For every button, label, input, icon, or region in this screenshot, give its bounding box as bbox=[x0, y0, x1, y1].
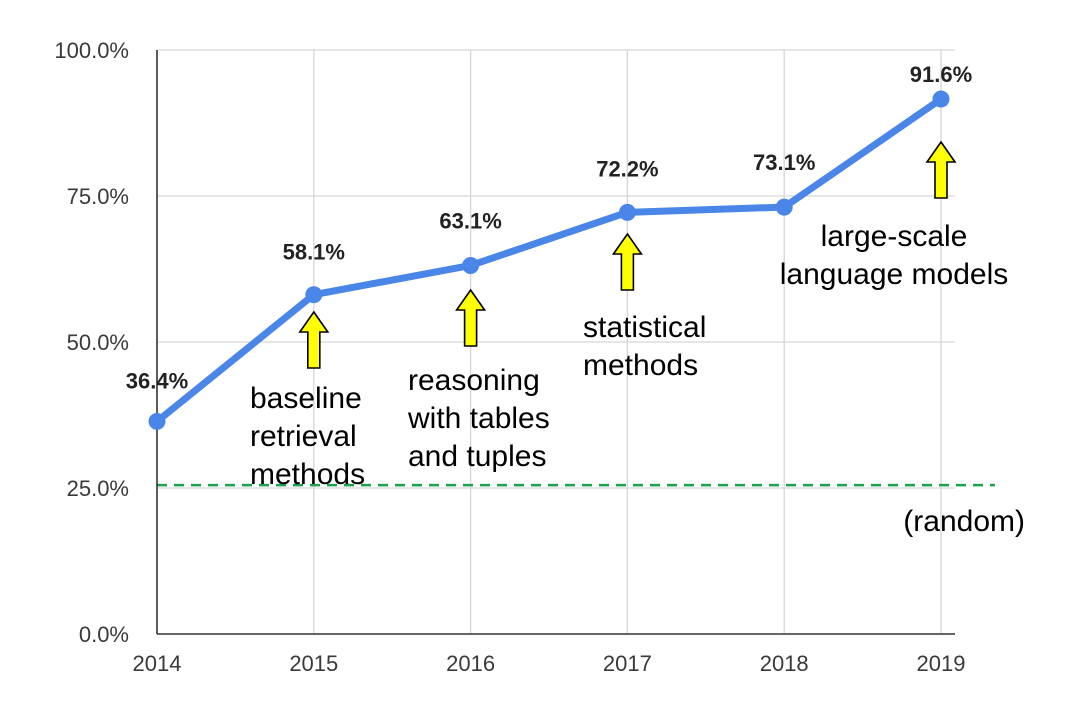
data-label: 72.2% bbox=[596, 156, 658, 181]
reference-line-group: (random) bbox=[157, 483, 1025, 538]
data-label: 63.1% bbox=[439, 208, 501, 233]
annotation-line: with tables bbox=[407, 402, 550, 435]
axes: 0.0% 25.0% 50.0% 75.0% 100.0% 2014 2015 2016 201… bbox=[54, 38, 965, 676]
x-tick-label: 2017 bbox=[603, 651, 652, 676]
y-tick-label: 100.0% bbox=[54, 38, 129, 63]
data-point bbox=[462, 256, 480, 274]
x-tick-label: 2019 bbox=[917, 651, 966, 676]
annotations: baseline retrieval methods reasoning with ta… bbox=[250, 140, 1009, 491]
data-label: 36.4% bbox=[126, 368, 188, 393]
data-point bbox=[932, 90, 950, 108]
data-label: 91.6% bbox=[910, 62, 972, 87]
random-baseline-label: (random) bbox=[903, 505, 1025, 538]
up-arrow-icon bbox=[925, 140, 957, 199]
x-tick-label: 2018 bbox=[760, 651, 809, 676]
data-point bbox=[618, 203, 636, 221]
x-tick-label: 2016 bbox=[446, 651, 495, 676]
up-arrow-icon bbox=[611, 232, 643, 291]
annotation-line: methods bbox=[583, 349, 698, 382]
series-line bbox=[153, 95, 945, 425]
x-tick-label: 2015 bbox=[289, 651, 338, 676]
annotation-line: language models bbox=[780, 258, 1009, 291]
y-tick-label: 25.0% bbox=[67, 476, 129, 501]
up-arrow-icon bbox=[455, 288, 487, 347]
annotation-text: reasoning with tables and tuples bbox=[407, 364, 550, 473]
annotation-line: statistical bbox=[583, 311, 706, 344]
annotation-line: methods bbox=[250, 458, 365, 491]
up-arrow-icon bbox=[298, 310, 330, 369]
data-label: 73.1% bbox=[753, 150, 815, 175]
annotation-text: large-scale language models bbox=[780, 220, 1009, 291]
data-point bbox=[775, 198, 793, 216]
annotation-text: statistical methods bbox=[583, 311, 706, 382]
y-tick-label: 0.0% bbox=[79, 622, 129, 647]
annotation-line: and tuples bbox=[408, 440, 546, 473]
data-labels: 36.4% 58.1% 63.1% 72.2% 73.1% 91.6% bbox=[126, 62, 972, 393]
annotation-text: baseline retrieval methods bbox=[250, 382, 365, 491]
data-point bbox=[305, 286, 323, 304]
annotation-line: retrieval bbox=[250, 420, 357, 453]
data-point bbox=[148, 412, 166, 430]
annotation-line: baseline bbox=[250, 382, 362, 415]
annotation-line: reasoning bbox=[408, 364, 540, 397]
annotation-line: large-scale bbox=[821, 220, 968, 253]
data-label: 58.1% bbox=[283, 240, 345, 265]
y-tick-label: 50.0% bbox=[67, 330, 129, 355]
x-tick-label: 2014 bbox=[133, 651, 182, 676]
series-group bbox=[148, 90, 950, 430]
y-tick-label: 75.0% bbox=[67, 184, 129, 209]
gridlines bbox=[157, 49, 955, 634]
